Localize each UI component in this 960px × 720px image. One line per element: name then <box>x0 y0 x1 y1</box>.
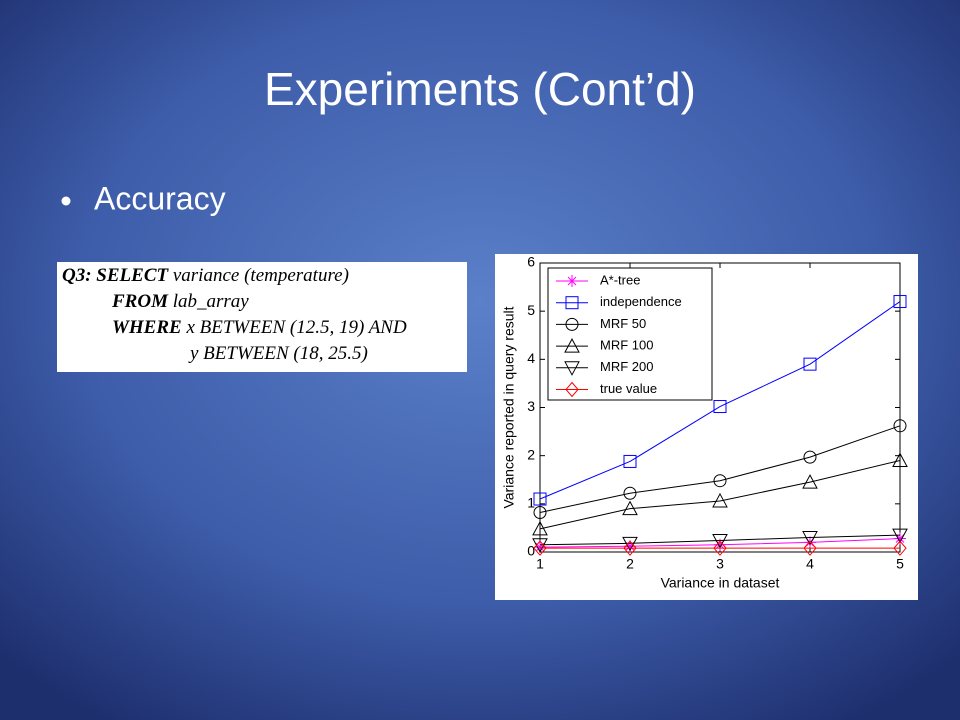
legend-box <box>547 267 713 401</box>
query-keyword: Q3: SELECT <box>62 265 169 286</box>
y-tick-label: 2 <box>527 446 535 462</box>
y-axis-label: Variance reported in query result <box>501 306 517 508</box>
query-line: y BETWEEN (18, 25.5) <box>188 343 368 364</box>
marker <box>892 528 908 544</box>
series-line <box>539 301 901 500</box>
marker <box>803 540 817 556</box>
marker <box>712 492 728 508</box>
marker <box>712 533 728 549</box>
marker <box>622 536 638 552</box>
marker <box>533 540 547 556</box>
marker <box>893 419 907 433</box>
series-line <box>539 425 901 513</box>
legend-label: MRF 50 <box>600 316 646 331</box>
marker <box>804 536 816 549</box>
query-text: y BETWEEN (18, 25.5) <box>188 343 368 364</box>
y-tick-label: 4 <box>527 350 535 366</box>
x-tick-label: 5 <box>896 556 904 572</box>
marker <box>533 492 547 506</box>
x-tick-label: 1 <box>536 556 544 572</box>
query-box <box>57 262 467 372</box>
marker <box>803 357 817 371</box>
marker <box>624 540 636 553</box>
query-keyword: WHERE <box>112 317 182 338</box>
legend-label: MRF 200 <box>600 359 653 374</box>
legend-marker <box>566 275 578 287</box>
marker <box>534 541 546 554</box>
marker <box>893 540 907 556</box>
marker <box>713 540 727 556</box>
x-tick-label: 2 <box>626 556 634 572</box>
marker <box>532 520 548 536</box>
legend-label: A*-tree <box>600 272 640 287</box>
query-line: WHERE x BETWEEN (12.5, 19) AND <box>112 317 407 338</box>
marker <box>894 532 906 545</box>
bullet-dot <box>61 196 71 206</box>
legend-marker <box>565 317 579 331</box>
y-tick-label: 0 <box>527 543 535 559</box>
query-keyword: FROM <box>111 291 169 312</box>
marker <box>892 452 908 467</box>
x-axis-label: Variance in dataset <box>661 575 780 591</box>
y-tick-label: 6 <box>527 254 535 270</box>
query-text: lab_array <box>173 291 250 312</box>
marker <box>623 486 637 500</box>
legend-marker <box>565 296 579 310</box>
marker <box>714 538 726 551</box>
query-text: variance (temperature) <box>173 265 349 286</box>
y-tick-label: 3 <box>527 398 535 414</box>
y-tick-label: 5 <box>527 302 535 318</box>
marker <box>803 450 817 464</box>
marker <box>622 500 638 516</box>
marker <box>713 400 727 414</box>
marker <box>802 531 818 546</box>
marker <box>893 295 907 309</box>
legend-label: true value <box>600 381 657 396</box>
marker <box>623 540 637 556</box>
legend-marker <box>565 381 579 398</box>
query-text: x BETWEEN (12.5, 19) AND <box>185 317 407 338</box>
series-line <box>539 459 901 530</box>
marker <box>802 474 818 489</box>
legend-label: MRF 100 <box>600 338 653 353</box>
marker <box>533 506 547 520</box>
legend-marker <box>564 361 580 376</box>
marker <box>713 474 727 488</box>
query: Q3: SELECT variance (temperature)FROM la… <box>62 265 407 364</box>
legend-marker <box>564 338 580 353</box>
legend-label: independence <box>600 294 682 309</box>
bullet: Accuracy <box>94 180 226 216</box>
query-line: FROM lab_array <box>111 291 249 312</box>
marker <box>623 454 637 468</box>
query-line: Q3: SELECT variance (temperature) <box>62 265 349 286</box>
x-tick-label: 4 <box>806 556 814 572</box>
y-tick-label: 1 <box>527 495 535 511</box>
slide-title: Experiments (Cont’d) <box>264 63 696 115</box>
x-tick-label: 3 <box>716 556 724 572</box>
